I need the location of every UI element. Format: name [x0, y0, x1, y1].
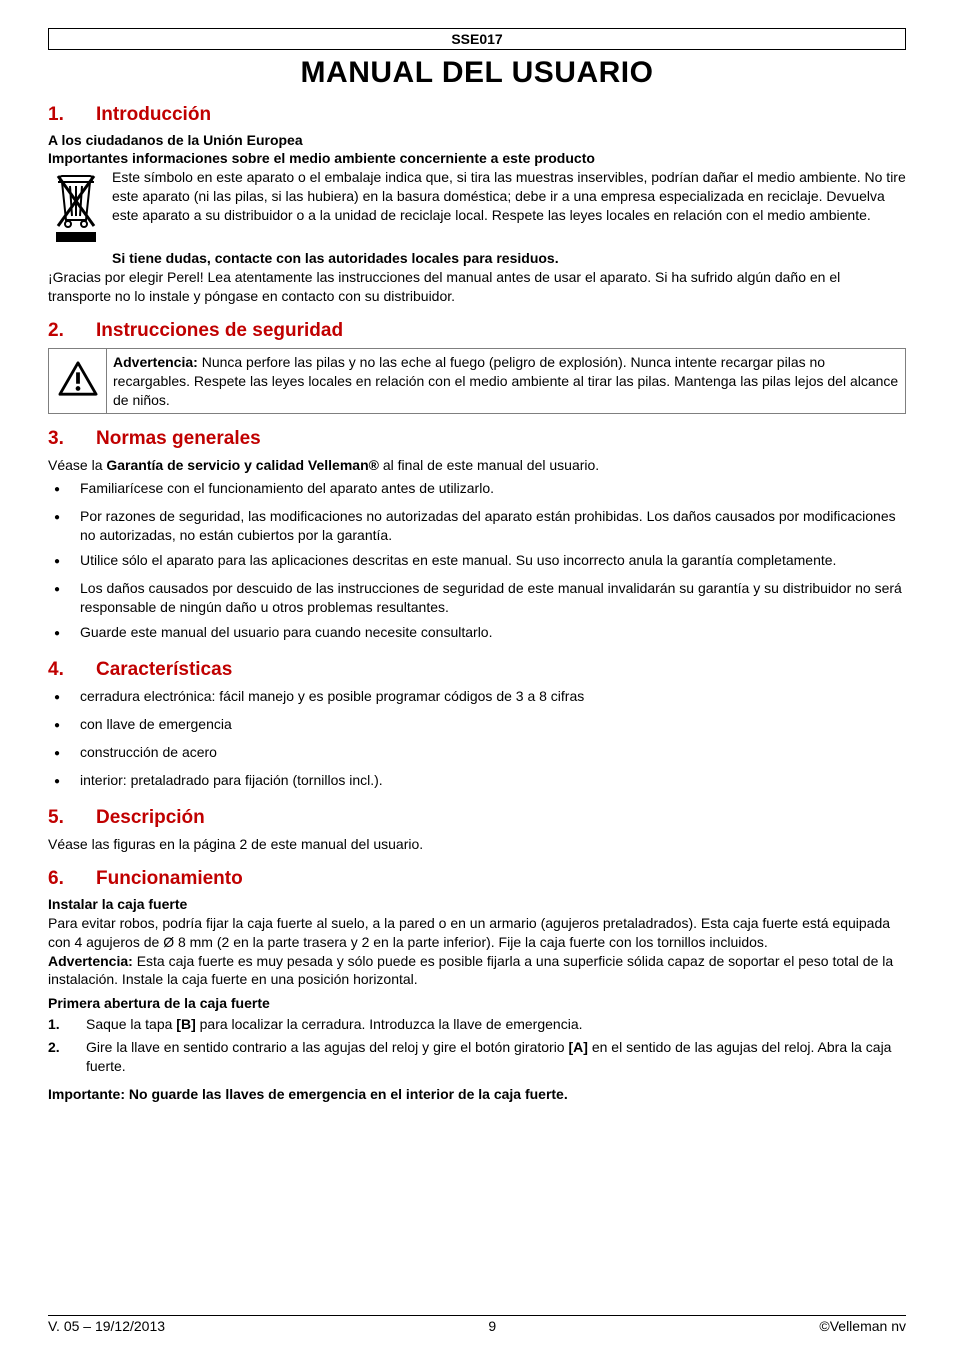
s3-intro-pre: Véase la — [48, 457, 106, 473]
section-4-num: 4. — [48, 659, 96, 681]
step1-post: para localizar la cerradura. Introduzca … — [196, 1016, 583, 1032]
section-3-intro: Véase la Garantía de servicio y calidad … — [48, 456, 906, 475]
section-5-heading: 5.Descripción — [48, 807, 906, 829]
warning-icon-cell — [49, 348, 107, 414]
section-4-title: Características — [96, 659, 232, 680]
footer-left: V. 05 – 19/12/2013 — [48, 1318, 165, 1334]
step1-pre: Saque la tapa — [86, 1016, 176, 1032]
section-5-text: Véase las figuras en la página 2 de este… — [48, 835, 906, 854]
bullet-text: cerradura electrónica: fácil manejo y es… — [80, 687, 584, 709]
s6-install-p1: Para evitar robos, podría fijar la caja … — [48, 914, 906, 952]
step-marker: 2. — [48, 1038, 72, 1076]
warning-text-cell: Advertencia: Nunca perfore las pilas y n… — [107, 348, 906, 414]
section-2-num: 2. — [48, 320, 96, 342]
bullet-text: construcción de acero — [80, 743, 217, 765]
section-6-num: 6. — [48, 868, 96, 890]
section-2-heading: 2.Instrucciones de seguridad — [48, 320, 906, 342]
s3-intro-post: al final de este manual del usuario. — [379, 457, 599, 473]
s6-steps: 1. Saque la tapa [B] para localizar la c… — [48, 1015, 906, 1076]
section-5-title: Descripción — [96, 807, 205, 828]
s6-first-heading: Primera abertura de la caja fuerte — [48, 995, 906, 1011]
warning-triangle-icon — [57, 360, 99, 398]
section-3-heading: 3.Normas generales — [48, 428, 906, 450]
section-3-title: Normas generales — [96, 428, 261, 449]
warning-box: Advertencia: Nunca perfore las pilas y n… — [48, 348, 906, 415]
list-item: Familiarícese con el funcionamiento del … — [48, 479, 906, 501]
section-1-sub2: Importantes informaciones sobre el medio… — [48, 150, 906, 166]
warning-label: Advertencia: — [113, 354, 198, 370]
list-item: cerradura electrónica: fácil manejo y es… — [48, 687, 906, 709]
section-1-sub1: A los ciudadanos de la Unión Europea — [48, 132, 906, 148]
footer-right: ©Velleman nv — [819, 1318, 906, 1334]
warning-text: Nunca perfore las pilas y no las eche al… — [113, 354, 898, 408]
section-6-title: Funcionamiento — [96, 868, 243, 889]
s6-install-warn-label: Advertencia: — [48, 953, 133, 969]
section-1-title: Introducción — [96, 104, 211, 125]
weee-bold-line: Si tiene dudas, contacte con las autorid… — [112, 250, 906, 266]
list-item: 1. Saque la tapa [B] para localizar la c… — [48, 1015, 906, 1034]
s6-install-warning: Advertencia: Esta caja fuerte es muy pes… — [48, 952, 906, 990]
bullet-text: Guarde este manual del usuario para cuan… — [80, 623, 492, 645]
header-product-code: SSE017 — [48, 28, 906, 50]
list-item: Guarde este manual del usuario para cuan… — [48, 623, 906, 645]
bullet-text: Utilice sólo el aparato para las aplicac… — [80, 551, 836, 573]
list-item: construcción de acero — [48, 743, 906, 765]
s3-intro-bold: Garantía de servicio y calidad Velleman® — [106, 457, 379, 473]
section-1-num: 1. — [48, 104, 96, 126]
bullet-text: Familiarícese con el funcionamiento del … — [80, 479, 494, 501]
s6-important: Importante: No guarde las llaves de emer… — [48, 1086, 906, 1102]
list-item: con llave de emergencia — [48, 715, 906, 737]
section-4-heading: 4.Características — [48, 659, 906, 681]
weee-bin-icon — [48, 168, 104, 246]
section-1-heading: 1.Introducción — [48, 104, 906, 126]
step-text: Saque la tapa [B] para localizar la cerr… — [86, 1015, 583, 1034]
list-item: Los daños causados por descuido de las i… — [48, 579, 906, 617]
section-4-bullets: cerradura electrónica: fácil manejo y es… — [48, 687, 906, 793]
list-item: interior: pretaladrado para fijación (to… — [48, 771, 906, 793]
s6-install-heading: Instalar la caja fuerte — [48, 896, 906, 912]
section-3-num: 3. — [48, 428, 96, 450]
step2-pre: Gire la llave en sentido contrario a las… — [86, 1039, 569, 1055]
section-3-bullets: Familiarícese con el funcionamiento del … — [48, 479, 906, 645]
list-item: Por razones de seguridad, las modificaci… — [48, 507, 906, 545]
list-item: 2. Gire la llave en sentido contrario a … — [48, 1038, 906, 1076]
s6-install-warn-text: Esta caja fuerte es muy pesada y sólo pu… — [48, 953, 893, 988]
thanks-text: ¡Gracias por elegir Perel! Lea atentamen… — [48, 268, 906, 306]
page: SSE017 MANUAL DEL USUARIO 1.Introducción… — [0, 0, 954, 1354]
step-marker: 1. — [48, 1015, 72, 1034]
bullet-text: Los daños causados por descuido de las i… — [80, 579, 906, 617]
section-2-title: Instrucciones de seguridad — [96, 320, 343, 341]
weee-block: Este símbolo en este aparato o el embala… — [48, 168, 906, 246]
main-title: MANUAL DEL USUARIO — [48, 56, 906, 90]
list-item: Utilice sólo el aparato para las aplicac… — [48, 551, 906, 573]
bullet-text: interior: pretaladrado para fijación (to… — [80, 771, 383, 793]
bullet-text: Por razones de seguridad, las modificaci… — [80, 507, 906, 545]
footer-center: 9 — [488, 1318, 496, 1334]
step2-b: [A] — [569, 1039, 588, 1055]
weee-text: Este símbolo en este aparato o el embala… — [112, 168, 906, 246]
bullet-text: con llave de emergencia — [80, 715, 232, 737]
step1-b: [B] — [176, 1016, 195, 1032]
step-text: Gire la llave en sentido contrario a las… — [86, 1038, 906, 1076]
section-5-num: 5. — [48, 807, 96, 829]
footer: V. 05 – 19/12/2013 9 ©Velleman nv — [48, 1315, 906, 1334]
section-6-heading: 6.Funcionamiento — [48, 868, 906, 890]
